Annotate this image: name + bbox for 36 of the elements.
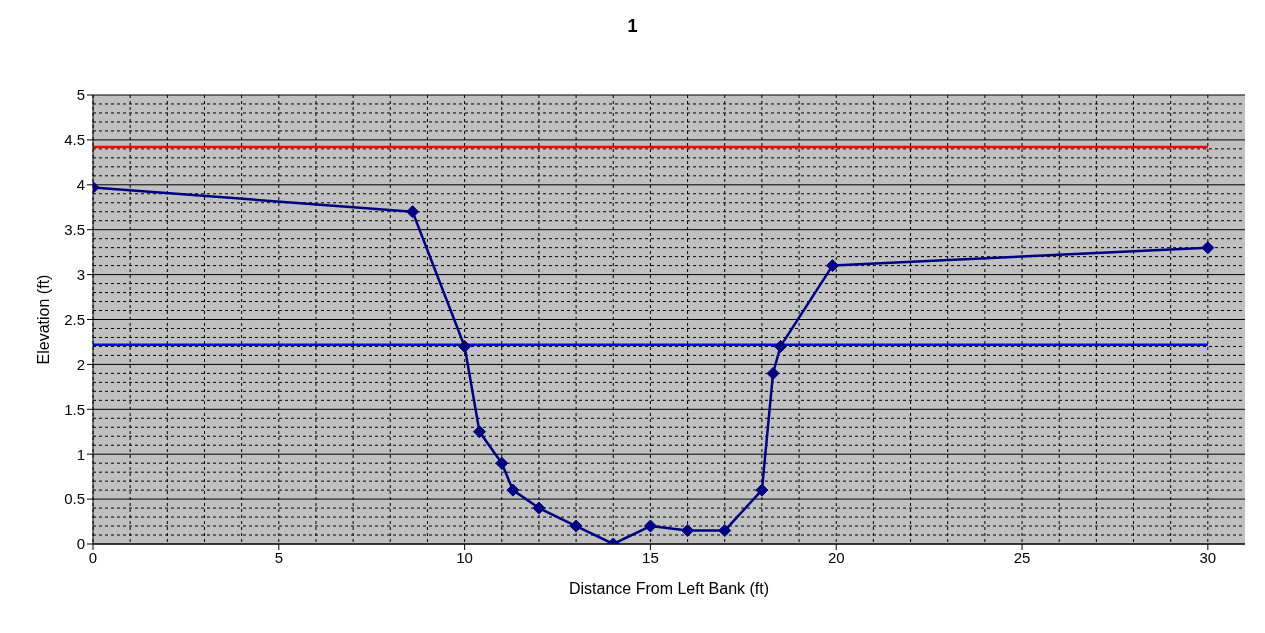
y-tick-label: 0 [76, 535, 85, 553]
y-tick-label: 4 [76, 176, 85, 194]
y-tick-label: 2.5 [64, 310, 85, 328]
x-tick-label: 15 [642, 548, 659, 566]
point [506, 483, 520, 497]
y-tick-label: 2 [76, 355, 85, 373]
point [718, 524, 732, 538]
x-tick-label: 20 [827, 548, 845, 566]
point [681, 524, 695, 538]
y-tick-label: 3.5 [64, 221, 85, 239]
x-tick-label: 10 [456, 548, 473, 566]
point [406, 205, 420, 219]
y-tick-label: 1.5 [64, 400, 85, 418]
y-tick-label: 5 [76, 86, 85, 104]
point [643, 519, 657, 533]
y-tick-label: 4.5 [64, 131, 85, 149]
x-tick-label: 25 [1013, 548, 1031, 566]
x-tick-label: 30 [1199, 548, 1217, 566]
y-tick-label: 1 [76, 445, 85, 463]
point [458, 339, 472, 353]
point [826, 259, 840, 273]
point [766, 366, 780, 380]
y-tick-label: 0.5 [64, 490, 85, 508]
chart-title: 1 [626, 16, 639, 37]
point [569, 519, 583, 533]
point [495, 456, 509, 470]
point [532, 501, 546, 515]
x-tick-label: 5 [274, 548, 283, 566]
y-axis-title: Elevation (ft) [34, 274, 52, 365]
point [773, 339, 787, 353]
y-tick-label: 3 [76, 265, 85, 283]
point [1201, 241, 1215, 255]
x-axis-title: Distance From Left Bank (ft) [568, 580, 770, 597]
point [472, 425, 486, 439]
point [755, 483, 769, 497]
x-tick-label: 0 [88, 548, 98, 566]
